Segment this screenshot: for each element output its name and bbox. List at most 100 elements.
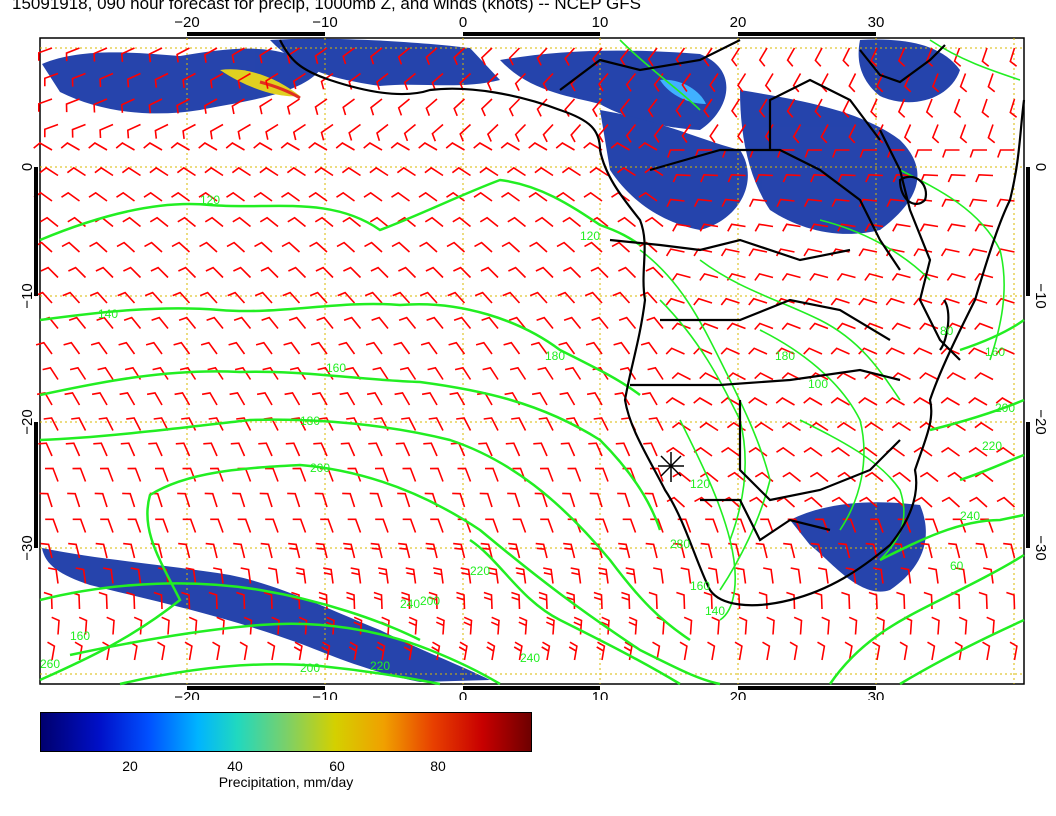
wind-barb [876, 616, 885, 635]
wind-barb [288, 542, 301, 559]
wind-barb [870, 47, 878, 67]
wind-barb [507, 216, 527, 228]
wind-barb [391, 241, 411, 253]
wind-barb [363, 191, 383, 202]
wind-barb [534, 216, 554, 228]
wind-barb [920, 173, 939, 183]
wind-barb [172, 291, 191, 304]
contour-label: 80 [940, 324, 954, 338]
contour-label: 140 [98, 307, 118, 321]
wind-barb [782, 173, 801, 183]
wind-barb [598, 72, 609, 92]
wind-barb [344, 366, 362, 380]
wind-barb [644, 492, 658, 508]
wind-barb [813, 591, 823, 610]
wind-barb [335, 142, 355, 151]
wind-barb [557, 291, 576, 304]
wind-barb [897, 47, 906, 67]
wind-barb [314, 98, 328, 116]
wind-barb [665, 248, 685, 257]
wind-barb [428, 417, 444, 431]
wind-barb [892, 173, 911, 183]
wind-barb [233, 266, 252, 279]
wind-barb [589, 492, 603, 508]
wind-barb [891, 421, 911, 432]
wind-barb [817, 641, 826, 661]
wind-barb [403, 641, 413, 661]
wind-barb [254, 241, 273, 253]
wind-barb [542, 72, 554, 92]
lat-tick-label: −20 [1032, 409, 1049, 434]
wind-barb [288, 266, 307, 279]
wind-barb [681, 124, 692, 143]
wind-barb [940, 347, 960, 355]
wind-barb [776, 446, 795, 457]
wind-barb [559, 392, 576, 406]
wind-barb [68, 542, 81, 559]
contour-label: 240 [400, 597, 420, 611]
wind-barb [555, 142, 575, 151]
wind-barb [263, 591, 273, 610]
wind-barb [309, 241, 328, 253]
contour-label: 100 [808, 377, 828, 391]
wind-barb [781, 372, 801, 381]
wind-barb [182, 518, 197, 533]
wind-barb [284, 392, 301, 406]
wind-barb [376, 123, 389, 141]
wind-barb [653, 124, 664, 143]
wind-barb [45, 518, 59, 533]
wind-barb [346, 591, 356, 610]
wind-barb [980, 518, 994, 533]
wind-barb [449, 392, 466, 406]
wind-barb [405, 567, 417, 584]
wind-barb [885, 347, 905, 355]
wind-barb [931, 124, 940, 144]
wind-barb [283, 341, 301, 355]
wind-barb [665, 297, 685, 306]
wind-barb [830, 397, 850, 406]
lat-tick-label: −30 [1032, 535, 1049, 560]
wind-barb [570, 123, 582, 143]
wind-barb [858, 198, 878, 208]
wind-barb [143, 191, 163, 202]
wind-barb [126, 591, 136, 610]
wind-barb [38, 442, 53, 457]
wind-barb [619, 98, 631, 118]
wind-barb [205, 542, 218, 559]
lon-tick-label: 30 [868, 689, 885, 700]
wind-barb [727, 471, 747, 483]
wind-barb [868, 591, 878, 610]
lon-labels-top: −20 −10 0 10 20 30 [174, 14, 884, 31]
wind-barb [591, 316, 609, 330]
wind-barb [940, 397, 960, 406]
wind-barb [343, 542, 356, 559]
land-contours [619, 39, 1021, 621]
wind-barb [337, 291, 356, 304]
wind-barb [256, 392, 273, 406]
wind-barb [281, 241, 301, 253]
wind-barb [260, 542, 273, 559]
wind-barb [115, 142, 135, 151]
wind-barb [647, 98, 658, 118]
wind-barb [447, 291, 466, 304]
wind-barb [592, 98, 603, 118]
wind-barb [615, 442, 631, 457]
wind-barb [672, 173, 691, 183]
wind-barb [451, 166, 471, 177]
wind-barb [486, 72, 499, 91]
wind-barb [452, 492, 466, 508]
wind-barb [848, 616, 858, 635]
colorbar-tick-label: 80 [430, 758, 446, 774]
wind-barb [758, 98, 768, 118]
wind-barb [536, 47, 548, 66]
wind-barb [643, 442, 658, 457]
wind-barb [205, 266, 224, 279]
wind-barb [347, 467, 362, 482]
contour-label: 200 [300, 661, 320, 675]
wind-barb [255, 341, 273, 355]
wind-barb [968, 198, 988, 208]
lat-tick-label: 0 [1032, 163, 1049, 171]
wind-barb [858, 347, 878, 355]
wind-barb [564, 98, 576, 117]
wind-barb [473, 142, 493, 151]
